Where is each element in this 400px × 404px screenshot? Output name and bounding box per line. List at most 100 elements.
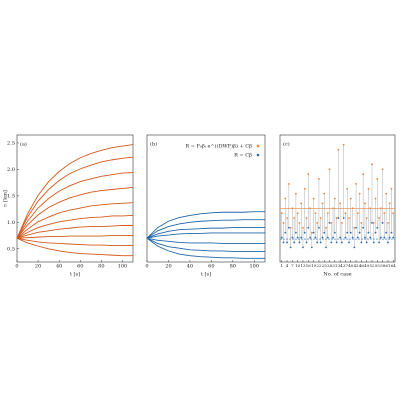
x-axis-label: t [s] (201, 272, 211, 278)
x-tick-label: 100 (249, 264, 259, 270)
point (326, 236, 329, 239)
point (309, 236, 311, 239)
point (387, 222, 389, 224)
x-tick-label: 64 (391, 263, 397, 268)
x-tick-label: 1 (280, 263, 283, 268)
point (310, 231, 313, 234)
point (365, 241, 368, 244)
legend-marker (256, 144, 260, 148)
point (332, 236, 334, 239)
y-tick-label: 0.5 (7, 246, 15, 252)
x-tick-label: 80 (230, 264, 236, 270)
point (305, 217, 308, 219)
point (296, 236, 299, 239)
point (309, 207, 311, 210)
point (374, 231, 377, 234)
point (353, 226, 356, 229)
point (295, 192, 297, 195)
point (355, 226, 357, 229)
point (364, 202, 366, 205)
point (312, 231, 315, 234)
point (295, 231, 297, 234)
point (319, 217, 322, 219)
point (371, 222, 373, 224)
panel-label: (c) (283, 141, 290, 148)
x-tick-label: 10 (295, 263, 301, 268)
point (374, 197, 377, 200)
point (318, 178, 320, 180)
point (303, 231, 306, 234)
x-tick-label: 80 (98, 264, 104, 270)
y-tick-label: 1.0 (7, 220, 15, 226)
curve (16, 235, 133, 239)
point (335, 217, 338, 219)
point (296, 212, 299, 215)
point (286, 217, 288, 219)
point (376, 178, 379, 180)
plot-frame (146, 134, 266, 263)
curve (16, 186, 134, 239)
point (337, 148, 340, 151)
point (358, 231, 361, 234)
legend-marker (256, 153, 260, 157)
point (360, 241, 363, 244)
point (318, 226, 320, 229)
point (289, 226, 292, 229)
curve (146, 237, 265, 252)
point (348, 241, 350, 244)
curve (16, 214, 134, 239)
point (314, 236, 317, 239)
point (280, 236, 283, 239)
point (316, 241, 319, 244)
point (364, 236, 366, 239)
curve (16, 172, 134, 239)
point (293, 217, 296, 219)
point (307, 173, 310, 175)
x-tick-label: 0 (145, 264, 148, 270)
point (325, 246, 327, 249)
point (356, 236, 359, 239)
point (341, 241, 343, 244)
point (362, 173, 365, 175)
point (383, 236, 386, 239)
point (390, 187, 393, 190)
point (312, 197, 315, 200)
point (351, 236, 354, 239)
x-tick-label: 22 (316, 263, 322, 268)
x-tick-label: 61 (385, 263, 390, 268)
point (360, 222, 363, 224)
point (372, 222, 375, 224)
x-tick-label: 60 (77, 264, 83, 270)
x-tick-label: 55 (375, 263, 381, 268)
x-tick-label: 0 (15, 264, 18, 270)
point (291, 236, 294, 239)
point (381, 222, 384, 224)
point (330, 222, 333, 224)
point (369, 236, 372, 239)
point (367, 187, 370, 190)
point (323, 231, 326, 234)
point (291, 207, 294, 210)
y-tick-label: 2.5 (7, 140, 15, 146)
point (342, 143, 345, 146)
point (300, 236, 303, 239)
x-axis-label: No. of case (323, 272, 351, 278)
point (367, 231, 370, 234)
legend-label: R = Cβ (234, 153, 252, 159)
y-axis-label: rᵢ [km] (3, 190, 9, 207)
plot-frame (279, 134, 396, 263)
point (385, 192, 388, 195)
point (351, 207, 354, 210)
curve (16, 237, 133, 247)
point (369, 207, 372, 210)
point (376, 226, 379, 229)
point (390, 231, 393, 234)
point (346, 187, 349, 190)
x-tick-label: 19 (311, 263, 317, 268)
curve (146, 237, 265, 259)
point (314, 212, 317, 215)
point (332, 207, 334, 210)
point (358, 192, 361, 195)
x-tick-label: 20 (35, 264, 41, 270)
point (392, 236, 395, 239)
